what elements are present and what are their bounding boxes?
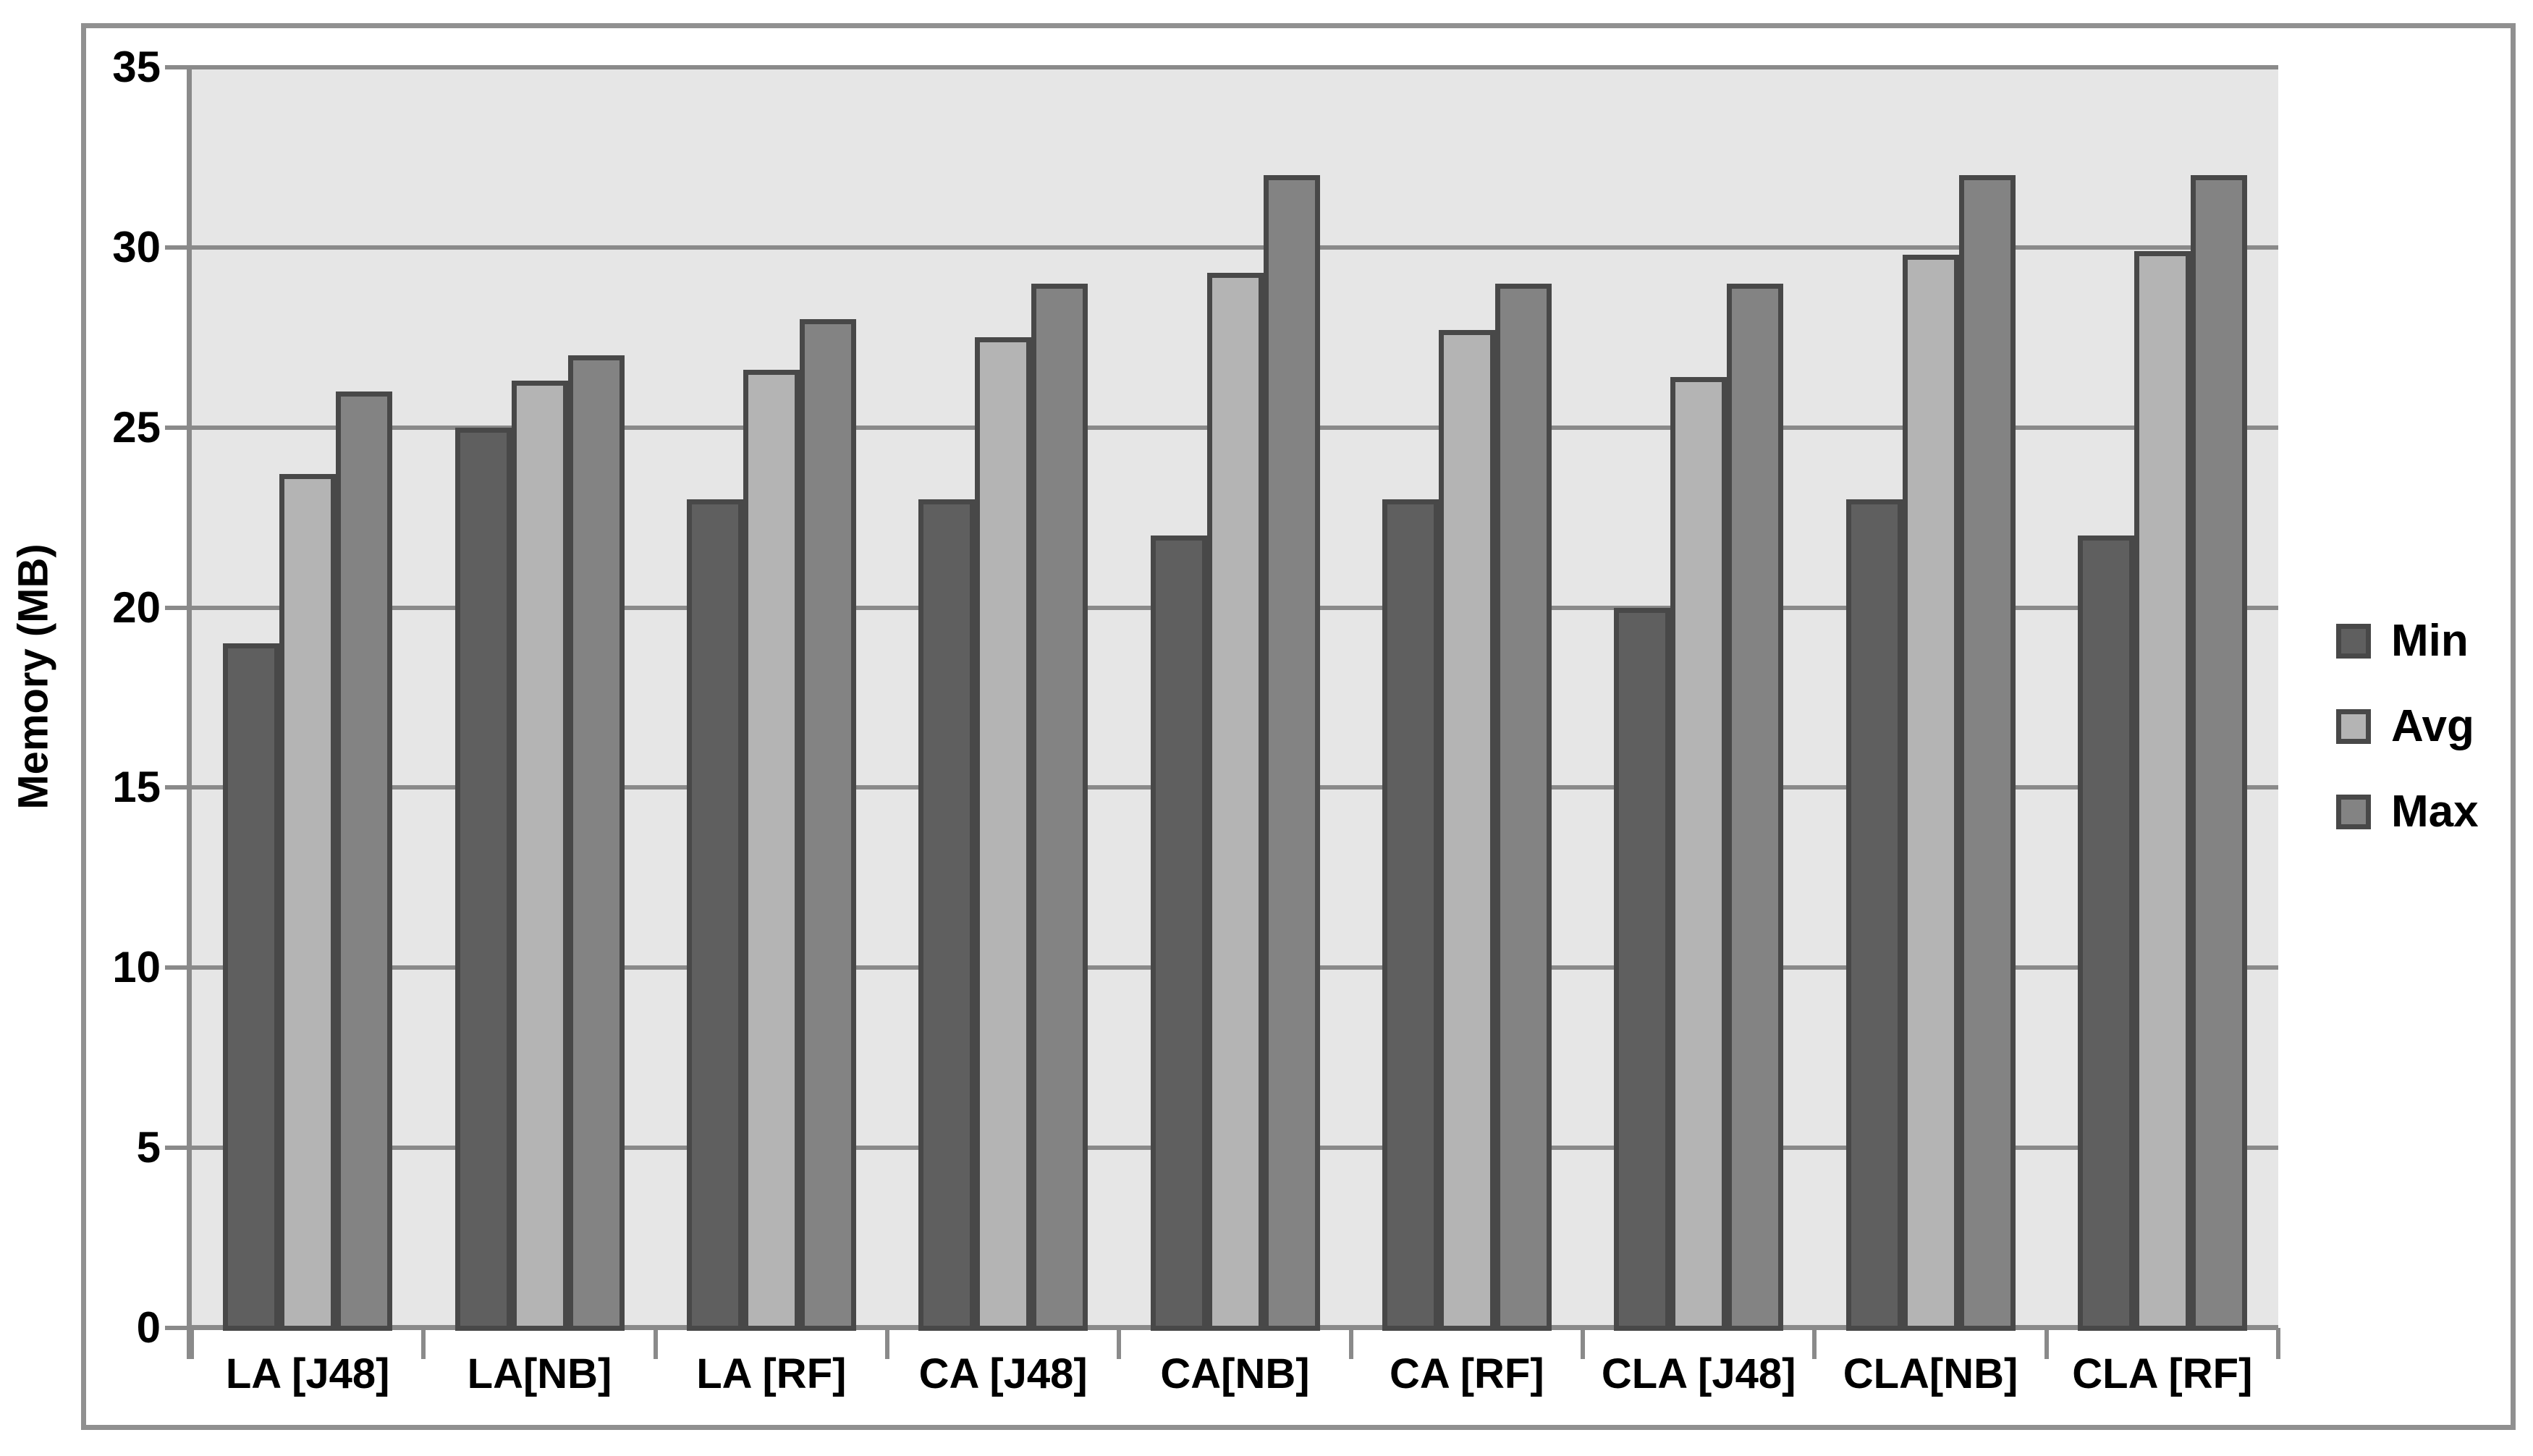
- y-tick-label: 10: [112, 943, 161, 992]
- x-axis-tick: [2276, 1328, 2280, 1359]
- y-tick-label: 25: [112, 402, 161, 452]
- bar-max: [799, 319, 856, 1331]
- legend-swatch-max: [2336, 795, 2371, 829]
- y-axis-title: Memory (MB): [9, 543, 57, 810]
- x-category-label: CA[NB]: [1160, 1350, 1310, 1397]
- bar-avg: [743, 370, 800, 1331]
- legend-label: Min: [2391, 616, 2469, 666]
- legend-item-max: Max: [2336, 790, 2510, 834]
- bar-min: [686, 499, 743, 1331]
- bar-max: [1263, 175, 1320, 1331]
- x-axis-tick: [1581, 1328, 1585, 1359]
- y-axis-tick: [165, 605, 192, 610]
- x-category-label: LA[NB]: [467, 1350, 612, 1397]
- y-axis-tick: [165, 965, 192, 970]
- y-tick-label: 20: [112, 583, 161, 632]
- y-axis-tick: [165, 1146, 192, 1151]
- bar-max: [336, 391, 393, 1331]
- bar-avg: [279, 474, 337, 1331]
- legend-label: Avg: [2391, 701, 2474, 751]
- x-category-label: CLA[NB]: [1843, 1350, 2018, 1397]
- y-axis-tick: [165, 65, 192, 69]
- y-tick-label: 15: [112, 763, 161, 812]
- y-axis-tick: [165, 785, 192, 790]
- legend-item-min: Min: [2336, 616, 2510, 666]
- bar-max: [567, 355, 625, 1331]
- x-category-label: CLA [RF]: [2072, 1350, 2253, 1397]
- chart-outer-frame: [81, 23, 2516, 1430]
- y-axis-tick: [165, 425, 192, 430]
- x-axis-tick: [1812, 1328, 1817, 1359]
- y-axis-line: [187, 67, 192, 1359]
- legend-item-avg: Avg: [2336, 701, 2510, 751]
- y-tick-label: 35: [112, 43, 161, 91]
- bar-avg: [1902, 254, 1959, 1331]
- y-axis-tick: [165, 1326, 192, 1330]
- x-category-label: CLA [J48]: [1601, 1350, 1796, 1397]
- x-axis-tick: [1348, 1328, 1353, 1359]
- y-tick-label: 30: [112, 222, 161, 271]
- bar-avg: [1438, 330, 1495, 1331]
- bar-avg: [2134, 250, 2191, 1331]
- bar-avg: [511, 381, 568, 1331]
- bar-max: [2190, 175, 2247, 1331]
- x-axis-tick: [1117, 1328, 1122, 1359]
- bar-avg: [1670, 377, 1728, 1331]
- bar-min: [454, 427, 512, 1331]
- bar-max: [1958, 175, 2016, 1331]
- x-category-label: LA [RF]: [696, 1350, 847, 1397]
- x-axis-tick: [421, 1328, 426, 1359]
- bar-max: [1727, 283, 1784, 1331]
- bar-min: [1150, 536, 1207, 1331]
- legend-swatch-min: [2336, 624, 2371, 659]
- bar-min: [2077, 536, 2134, 1331]
- gridline: [192, 65, 2278, 69]
- x-axis-tick: [653, 1328, 658, 1359]
- legend-label: Max: [2391, 787, 2479, 837]
- bar-avg: [1206, 272, 1264, 1331]
- bar-min: [918, 499, 976, 1331]
- x-axis-tick: [190, 1328, 194, 1359]
- bar-min: [1845, 499, 1903, 1331]
- legend-swatch-avg: [2336, 709, 2371, 744]
- bar-min: [223, 643, 280, 1331]
- bar-min: [1614, 607, 1671, 1331]
- x-category-label: LA [J48]: [225, 1350, 390, 1397]
- y-axis-tick: [165, 245, 192, 250]
- x-category-label: CA [RF]: [1389, 1350, 1544, 1397]
- bar-max: [1494, 283, 1552, 1331]
- x-axis-tick: [2044, 1328, 2049, 1359]
- bar-max: [1031, 283, 1088, 1331]
- x-axis-tick: [885, 1328, 889, 1359]
- x-category-label: CA [J48]: [918, 1350, 1088, 1397]
- y-tick-label: 5: [136, 1123, 161, 1172]
- bar-avg: [975, 337, 1032, 1331]
- gridline: [192, 245, 2278, 250]
- bar-min: [1382, 499, 1439, 1331]
- y-tick-label: 0: [136, 1303, 161, 1352]
